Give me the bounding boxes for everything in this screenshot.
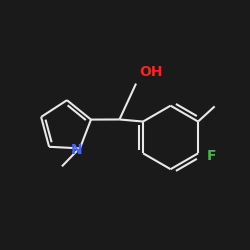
Text: F: F (206, 148, 216, 162)
Text: N: N (71, 143, 83, 157)
Text: OH: OH (139, 66, 162, 80)
